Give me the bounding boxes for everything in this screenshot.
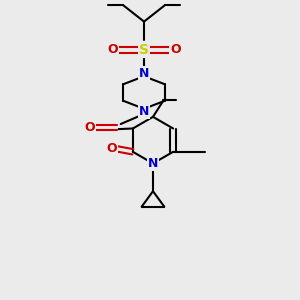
Text: O: O [84,121,95,134]
Text: N: N [139,68,149,80]
Text: O: O [170,44,181,56]
Text: N: N [139,105,149,118]
Text: O: O [107,44,118,56]
Text: N: N [148,157,158,170]
Text: S: S [139,43,149,57]
Text: O: O [106,142,117,155]
